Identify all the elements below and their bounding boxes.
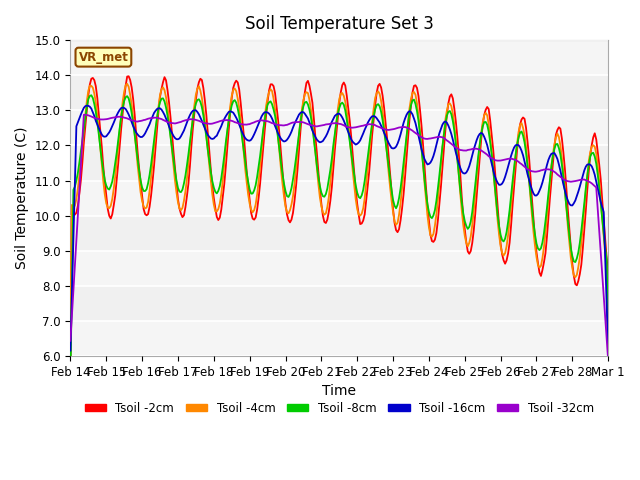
X-axis label: Time: Time bbox=[323, 384, 356, 398]
Legend: Tsoil -2cm, Tsoil -4cm, Tsoil -8cm, Tsoil -16cm, Tsoil -32cm: Tsoil -2cm, Tsoil -4cm, Tsoil -8cm, Tsoi… bbox=[80, 397, 598, 420]
Bar bbox=[70, 286, 608, 321]
Bar bbox=[70, 40, 608, 75]
Bar bbox=[70, 180, 608, 216]
Bar bbox=[70, 75, 608, 110]
Bar bbox=[70, 321, 608, 356]
Y-axis label: Soil Temperature (C): Soil Temperature (C) bbox=[15, 127, 29, 269]
Bar bbox=[70, 110, 608, 145]
Bar bbox=[70, 216, 608, 251]
Bar bbox=[70, 251, 608, 286]
Bar bbox=[70, 145, 608, 180]
Title: Soil Temperature Set 3: Soil Temperature Set 3 bbox=[245, 15, 434, 33]
Text: VR_met: VR_met bbox=[79, 51, 129, 64]
